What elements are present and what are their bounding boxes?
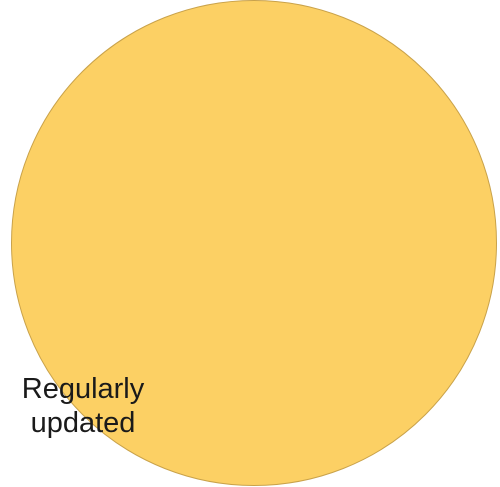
label-line-1: Regularly (21, 373, 145, 405)
yellow-circle (11, 0, 497, 486)
circle-label: Regularly updated (0, 372, 183, 440)
label-line-2: updated (30, 407, 136, 439)
